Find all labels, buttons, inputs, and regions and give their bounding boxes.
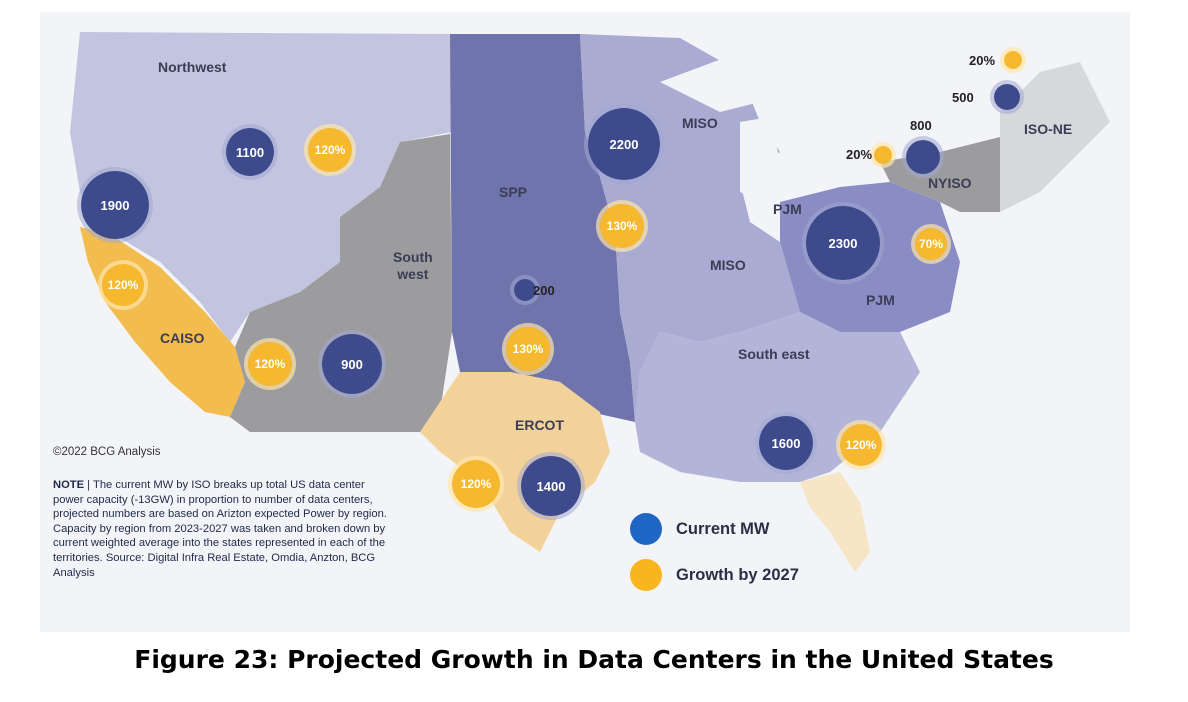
bubble-growth-southeast: 120% — [836, 420, 886, 470]
region-iso-ne-shape — [1000, 62, 1110, 212]
label-current-iso-ne: 500 — [952, 90, 974, 105]
legend-current: Current MW — [630, 512, 799, 546]
label-miso-south: MISO — [710, 257, 746, 273]
bubble-growth-northwest: 120% — [304, 124, 356, 176]
label-pjm-east: PJM — [866, 292, 895, 308]
label-nyiso: NYISO — [928, 175, 972, 191]
bubble-current-ercot: 1400 — [517, 452, 585, 520]
bubble-current-spp — [510, 275, 540, 305]
label-spp: SPP — [499, 184, 528, 200]
label-southwest: South west — [393, 249, 433, 282]
bubble-current-northwest: 1100 — [222, 124, 278, 180]
legend-growth-dot — [630, 559, 662, 591]
great-lakes-shape — [660, 42, 840, 122]
bubble-growth-nyiso — [870, 142, 896, 168]
label-iso-ne: ISO-NE — [1024, 121, 1073, 137]
map-panel: Northwest South west CAISO SPP MISO MISO… — [40, 12, 1130, 632]
bubble-current-iso-ne — [990, 80, 1024, 114]
label-growth-nyiso: 20% — [846, 147, 873, 162]
bubble-growth-spp: 130% — [502, 323, 554, 375]
copyright-text: ©2022 BCG Analysis — [53, 446, 161, 458]
bubble-growth-pjm: 70% — [911, 224, 951, 264]
note-text: The current MW by ISO breaks up total US… — [53, 479, 387, 579]
label-current-spp: 200 — [533, 283, 555, 298]
label-southeast: South east — [738, 346, 810, 362]
note-block: NOTE | The current MW by ISO breaks up t… — [53, 478, 395, 580]
lake-michigan-shape — [740, 117, 780, 202]
label-caiso: CAISO — [160, 330, 205, 346]
legend-growth-label: Growth by 2027 — [676, 565, 799, 584]
label-northwest: Northwest — [158, 59, 227, 75]
label-current-nyiso: 800 — [910, 118, 932, 133]
bubble-current-pjm: 2300 — [802, 202, 884, 284]
bubble-current-southeast: 1600 — [755, 412, 817, 474]
legend: Current MW Growth by 2027 — [630, 512, 799, 604]
bubble-growth-california: 120% — [98, 260, 148, 310]
label-ercot: ERCOT — [515, 417, 564, 433]
bubble-current-miso: 2200 — [584, 104, 664, 184]
region-nyiso-shape — [880, 137, 1000, 212]
note-separator: | — [84, 479, 93, 491]
legend-current-dot — [630, 513, 662, 545]
label-pjm-west: PJM — [773, 201, 802, 217]
bubble-growth-southwest: 120% — [244, 338, 296, 390]
bubble-current-nyiso — [902, 136, 944, 178]
note-label: NOTE — [53, 479, 85, 491]
region-florida-shape — [800, 472, 870, 572]
bubble-growth-iso-ne — [1000, 47, 1026, 73]
region-ercot-shape — [420, 372, 610, 552]
bubble-current-california: 1900 — [77, 167, 153, 243]
legend-growth: Growth by 2027 — [630, 558, 799, 592]
label-growth-iso-ne: 20% — [969, 53, 996, 68]
bubble-growth-miso: 130% — [596, 200, 648, 252]
region-northwest-shape — [70, 32, 452, 342]
region-spp-shape — [450, 34, 635, 422]
figure-caption: Figure 23: Projected Growth in Data Cent… — [134, 645, 1054, 674]
label-miso-north: MISO — [682, 115, 718, 131]
bubble-current-southwest: 900 — [318, 330, 386, 398]
legend-current-label: Current MW — [676, 519, 770, 538]
bubble-growth-ercot: 120% — [448, 456, 504, 512]
